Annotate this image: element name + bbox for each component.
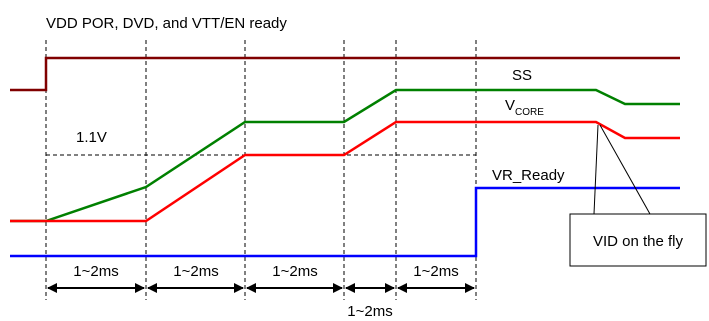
interval-label-2: 1~2ms [173,263,218,280]
ss-label: SS [512,67,532,84]
por-signal-line [10,56,680,92]
vid-callout: VID on the fly [569,124,707,267]
callout-text: VID on the fly [593,233,684,250]
diagram-title: VDD POR, DVD, and VTT/EN ready [46,15,287,32]
interval-label-4: 1~2ms [347,303,392,320]
vr-ready-signal-line [10,186,680,258]
vcore-signal-line [10,120,680,223]
interval-label-3: 1~2ms [272,263,317,280]
callout-box [569,213,707,267]
vcore-label-main: V [505,97,515,114]
interval-label-1: 1~2ms [73,263,118,280]
timing-markers [45,40,477,300]
callout-pointer-left [593,124,599,215]
vcore-label-subscript: CORE [515,107,544,118]
threshold-label: 1.1V [76,129,107,146]
vcore-label: VCORE [505,97,544,118]
callout-pointer-right [599,124,651,215]
ss-signal-line [10,88,680,223]
vr-ready-label: VR_Ready [492,167,565,184]
interval-label-5: 1~2ms [413,263,458,280]
